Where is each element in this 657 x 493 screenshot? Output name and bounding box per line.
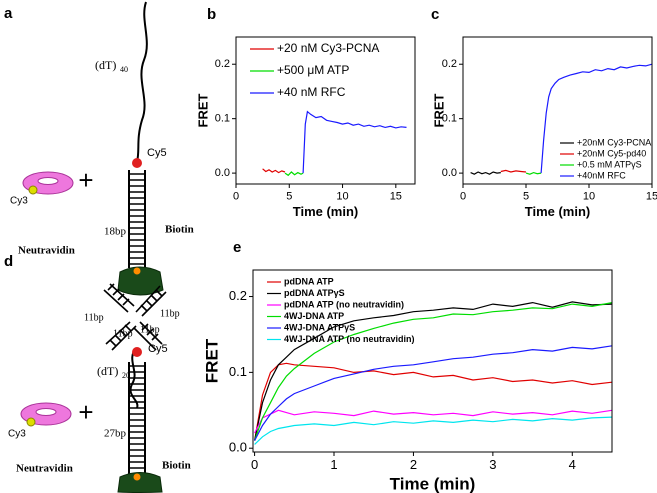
data-line — [254, 362, 613, 441]
neutravidin-label: Neutravidin — [18, 245, 75, 257]
arm-label: 11bp — [160, 308, 180, 319]
duplex-label: 18bp — [104, 226, 127, 238]
data-line — [525, 171, 542, 175]
data-line — [254, 301, 613, 441]
linker-subscript: 20 — [122, 371, 130, 380]
neutravidin — [117, 472, 163, 493]
panel-label: b — [207, 6, 216, 23]
biotin-label: Biotin — [165, 224, 194, 236]
legend-label: pdDNA ATP (no neutravidin) — [284, 299, 404, 309]
cy3-dye — [26, 417, 36, 427]
x-axis-label: Time (min) — [390, 475, 476, 493]
plot-frame — [462, 36, 653, 185]
y-tick-label: 0.2 — [215, 58, 230, 70]
x-tick-label: 0 — [233, 191, 239, 203]
legend-label: +40 nM RFC — [277, 85, 346, 99]
legend-label: 4WJ-DNA ATP (no neutravidin) — [284, 334, 415, 344]
x-tick-label: 15 — [646, 191, 657, 203]
legend-label: +20nM Cy5-pd40 — [577, 148, 646, 158]
data-line — [254, 302, 613, 441]
y-tick-label: 0.2 — [442, 58, 457, 70]
ssdna — [136, 1, 148, 163]
y-tick-label: 0.0 — [442, 167, 457, 179]
data-line — [254, 345, 613, 441]
x-tick-label: 15 — [390, 191, 402, 203]
cy3-label: Cy3 — [8, 429, 26, 440]
pcna-hole — [37, 177, 59, 185]
legend-label: +20nM Cy3-PCNA — [577, 137, 651, 147]
x-tick-label: 1 — [330, 457, 337, 472]
cy5-label: Cy5 — [147, 147, 167, 159]
cy3-label: Cy3 — [10, 196, 28, 207]
cy5-dye — [132, 347, 142, 357]
duplex — [128, 170, 146, 268]
y-axis-label: FRET — [202, 338, 221, 383]
neutravidin-label: Neutravidin — [16, 463, 73, 475]
panel-label: c — [431, 6, 439, 23]
legend-label: pdDNA ATP — [284, 276, 334, 286]
data-line — [470, 171, 501, 175]
diagram-a: a (dT) 40 Cy5 18bp Biotin Neutravidin Cy… — [4, 1, 194, 296]
x-tick-label: 5 — [523, 191, 529, 203]
legend-label: +20 nM Cy3-PCNA — [277, 41, 379, 55]
diagram-d: d 11bp 11bp 11bp 11bp (dT) 20 Cy5 27bp B… — [4, 253, 191, 493]
y-tick-label: 0.2 — [229, 288, 247, 303]
biotin — [133, 473, 141, 481]
x-tick-label: 3 — [489, 457, 496, 472]
y-tick-label: 0.1 — [229, 364, 247, 379]
panel-label: a — [4, 5, 13, 22]
x-tick-label: 0 — [460, 191, 466, 203]
panel-label: e — [233, 239, 241, 256]
x-tick-label: 4 — [569, 457, 576, 472]
panel-label: d — [4, 253, 13, 270]
x-tick-label: 2 — [410, 457, 417, 472]
arm-label: 11bp — [140, 324, 160, 335]
legend-label: +40nM RFC — [577, 170, 626, 180]
data-line — [284, 171, 304, 177]
cy5-dye — [132, 158, 142, 168]
duplex-label: 27bp — [104, 428, 127, 440]
data-line — [540, 63, 653, 174]
plot-frame — [252, 269, 613, 453]
legend-label: +500 μM ATP — [277, 63, 349, 77]
plot-frame — [235, 36, 416, 185]
arm-label: 11bp — [84, 312, 104, 323]
y-tick-label: 0.0 — [229, 440, 247, 455]
cy5-label: Cy5 — [148, 343, 168, 355]
duplex — [128, 362, 146, 475]
y-axis-label: FRET — [195, 93, 210, 127]
x-tick-label: 5 — [286, 191, 292, 203]
linker-subscript: 40 — [120, 65, 128, 74]
x-tick-label: 10 — [583, 191, 595, 203]
linker-label: (dT) — [97, 364, 118, 378]
y-tick-label: 0.0 — [215, 167, 230, 179]
pcna-hole — [35, 408, 57, 416]
legend-label: pdDNA ATPγS — [284, 288, 345, 298]
x-tick-label: 0 — [251, 457, 258, 472]
legend-label: +0.5 mM ATPγS — [577, 159, 642, 169]
y-axis-label: FRET — [431, 93, 446, 127]
biotin — [133, 267, 141, 275]
neutravidin — [117, 266, 164, 296]
four-way-junction — [103, 283, 167, 351]
x-axis-label: Time (min) — [293, 204, 359, 219]
y-tick-label: 0.1 — [215, 113, 230, 125]
data-line — [254, 409, 613, 434]
data-line — [500, 169, 527, 173]
legend-label: 4WJ-DNA ATPγS — [284, 322, 355, 332]
biotin-label: Biotin — [162, 460, 191, 472]
data-line — [254, 416, 613, 445]
legend-label: 4WJ-DNA ATP — [284, 311, 344, 321]
plus: + — [78, 165, 93, 195]
arm-label: 11bp — [113, 328, 133, 339]
x-tick-label: 10 — [336, 191, 348, 203]
y-tick-label: 0.1 — [442, 113, 457, 125]
data-line — [302, 110, 407, 174]
x-axis-label: Time (min) — [525, 204, 591, 219]
linker-label: (dT) — [95, 58, 116, 72]
cy3-dye — [28, 185, 38, 195]
data-line — [262, 168, 286, 174]
plus: + — [78, 397, 93, 427]
